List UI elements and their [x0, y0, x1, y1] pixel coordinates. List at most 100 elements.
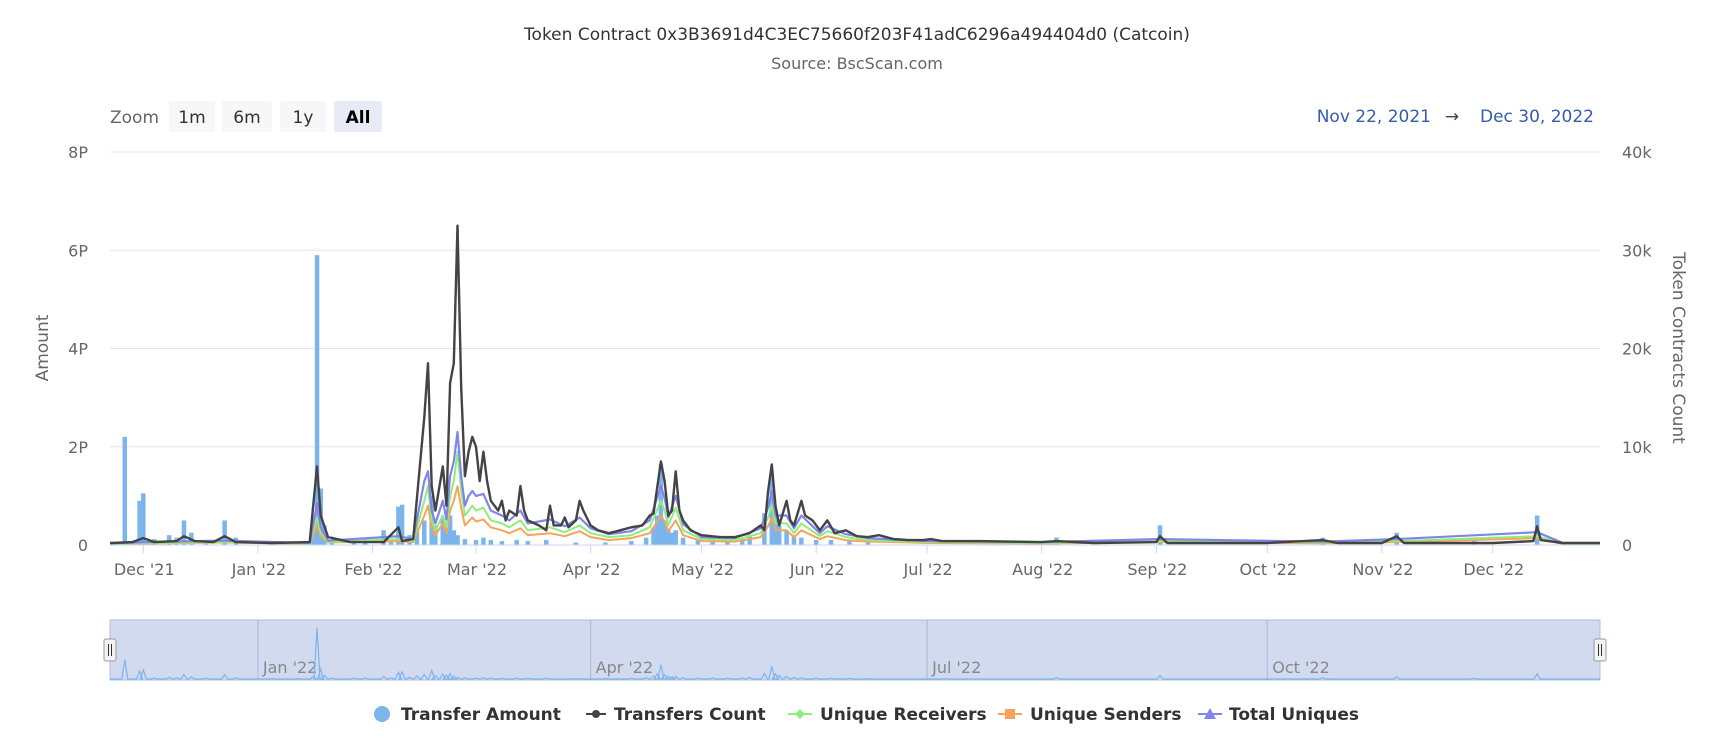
transfer-amount-bar[interactable] — [311, 530, 316, 545]
transfer-amount-bar[interactable] — [654, 515, 660, 545]
transfer-amount-bar[interactable] — [488, 540, 494, 545]
transfer-amount-bar[interactable] — [525, 541, 531, 545]
transfer-amount-bar[interactable] — [396, 506, 401, 545]
navigator-tick-label: Jul '22 — [931, 658, 981, 677]
transfer-amount-bar[interactable] — [141, 493, 146, 545]
zoom-button-label: 1m — [178, 108, 205, 128]
transfer-amount-bar[interactable] — [451, 530, 457, 545]
transfer-amount-bar[interactable] — [603, 542, 608, 545]
transfer-amount-bar[interactable] — [455, 535, 460, 545]
zoom-button-all[interactable]: All — [334, 101, 382, 132]
transfer-amount-bar[interactable] — [481, 537, 486, 545]
transfer-amount-bar[interactable] — [739, 539, 745, 545]
legend: Transfer Amount Transfers Count Unique R… — [374, 705, 1359, 725]
transfer-amount-bar[interactable] — [573, 542, 579, 545]
transfer-amount-bar[interactable] — [399, 504, 405, 545]
transfer-amount-bar[interactable] — [222, 520, 227, 545]
legend-diamond-marker-icon — [795, 709, 805, 719]
transfer-amount-bar[interactable] — [673, 530, 678, 545]
y-left-axis: 0 2P 4P 6P 8P — [68, 143, 88, 555]
chart-title: Token Contract 0x3B3691d4C3EC75660f203F4… — [523, 25, 1190, 45]
transfer-amount-bar[interactable] — [669, 532, 675, 545]
zoom-button-1y[interactable]: 1y — [280, 101, 326, 132]
transfer-amount-bar[interactable] — [137, 500, 142, 545]
unique-senders-line[interactable] — [109, 485, 1600, 546]
x-tick-label: Dec '22 — [1463, 560, 1524, 579]
legend-item-unique-senders[interactable]: Unique Senders — [998, 705, 1182, 725]
transfer-amount-bar[interactable] — [440, 517, 446, 545]
navigator-handle-left[interactable] — [103, 638, 117, 662]
transfer-amount-bar[interactable] — [122, 436, 128, 545]
transfer-amount-bar[interactable] — [776, 525, 782, 545]
x-tick-label: Aug '22 — [1012, 560, 1073, 579]
transfer-amount-bar[interactable] — [414, 527, 420, 545]
transfer-amount-bar[interactable] — [514, 540, 519, 545]
x-tick-label: Jun '22 — [789, 560, 845, 579]
navigator[interactable]: Jan '22 Apr '22 Jul '22 Oct '22 — [103, 619, 1607, 681]
transfer-amount-bar[interactable] — [865, 542, 871, 545]
transfer-amount-bar[interactable] — [813, 540, 819, 545]
x-tick-label: Feb '22 — [344, 560, 402, 579]
range-to[interactable]: Dec 30, 2022 — [1480, 107, 1594, 127]
legend-triangle-marker-icon — [1204, 708, 1216, 719]
zoom-label: Zoom — [110, 108, 159, 128]
transfer-amount-bar[interactable] — [658, 463, 664, 545]
navigator-selection[interactable] — [109, 619, 1601, 681]
legend-item-transfer-amount[interactable]: Transfer Amount — [374, 705, 561, 725]
transfer-amount-bar[interactable] — [447, 515, 453, 545]
legend-circle-icon — [374, 706, 390, 722]
zoom-selector: Zoom 1m 6m 1y All — [110, 101, 382, 132]
transfers-count-line[interactable] — [109, 224, 1600, 545]
unique-receivers-line[interactable] — [109, 450, 1600, 545]
transfer-amount-bar[interactable] — [544, 540, 549, 545]
navigator-tick-label: Oct '22 — [1272, 658, 1330, 677]
x-tick-label: Jul '22 — [903, 560, 953, 579]
legend-circle-marker-icon — [592, 710, 600, 718]
legend-item-unique-receivers[interactable]: Unique Receivers — [788, 705, 987, 725]
zoom-button-label: 6m — [233, 108, 260, 128]
navigator-tick-label: Apr '22 — [596, 658, 654, 677]
navigator-tick-label: Jan '22 — [262, 658, 318, 677]
transfer-amount-bar[interactable] — [473, 540, 479, 545]
transfer-amount-bar[interactable] — [314, 255, 320, 545]
x-tick-label: Sep '22 — [1127, 560, 1187, 579]
transfer-amount-bar[interactable] — [695, 540, 701, 545]
transfer-amount-bar[interactable] — [662, 520, 667, 545]
transfer-amount-bar[interactable] — [651, 527, 656, 545]
transfer-amount-bar[interactable] — [680, 537, 686, 545]
y-left-tick-label: 8P — [68, 143, 88, 162]
transfer-amount-bar[interactable] — [462, 539, 468, 545]
legend-label: Transfers Count — [614, 705, 766, 725]
transfer-amount-bar[interactable] — [166, 535, 172, 545]
navigator-handle-right[interactable] — [1593, 638, 1607, 662]
transfer-amount-bar[interactable] — [847, 541, 852, 545]
transfer-amount-bar[interactable] — [799, 537, 804, 545]
x-tick-label: Mar '22 — [447, 560, 507, 579]
legend-label: Unique Receivers — [820, 705, 987, 725]
transfer-amount-bar[interactable] — [422, 520, 427, 545]
transfer-amount-bar[interactable] — [747, 535, 752, 545]
transfer-amount-bar[interactable] — [791, 535, 797, 545]
range-from[interactable]: Nov 22, 2021 — [1317, 107, 1431, 127]
legend-item-transfers-count[interactable]: Transfers Count — [586, 705, 766, 725]
transfer-amount-bar[interactable] — [784, 530, 789, 545]
transfer-amount-bar[interactable] — [181, 520, 187, 545]
legend-label: Unique Senders — [1030, 705, 1182, 725]
legend-item-total-uniques[interactable]: Total Uniques — [1198, 705, 1359, 725]
transfer-amount-bar[interactable] — [666, 530, 671, 545]
transfer-amount-bar[interactable] — [629, 541, 634, 545]
transfer-amount-bar[interactable] — [725, 540, 730, 545]
transfer-amount-bar[interactable] — [643, 537, 649, 545]
total-uniques-line[interactable] — [109, 430, 1600, 545]
transfer-amount-bar[interactable] — [499, 541, 505, 545]
range-arrow: → — [1445, 107, 1459, 127]
y-right-tick-label: 30k — [1622, 241, 1652, 260]
transfer-amount-series — [122, 255, 1540, 545]
zoom-button-6m[interactable]: 6m — [222, 101, 272, 132]
line-series — [109, 224, 1600, 546]
transfer-amount-bar[interactable] — [828, 540, 834, 545]
zoom-button-1m[interactable]: 1m — [169, 101, 215, 132]
x-tick-label: Oct '22 — [1239, 560, 1297, 579]
zoom-button-label: All — [346, 108, 371, 128]
